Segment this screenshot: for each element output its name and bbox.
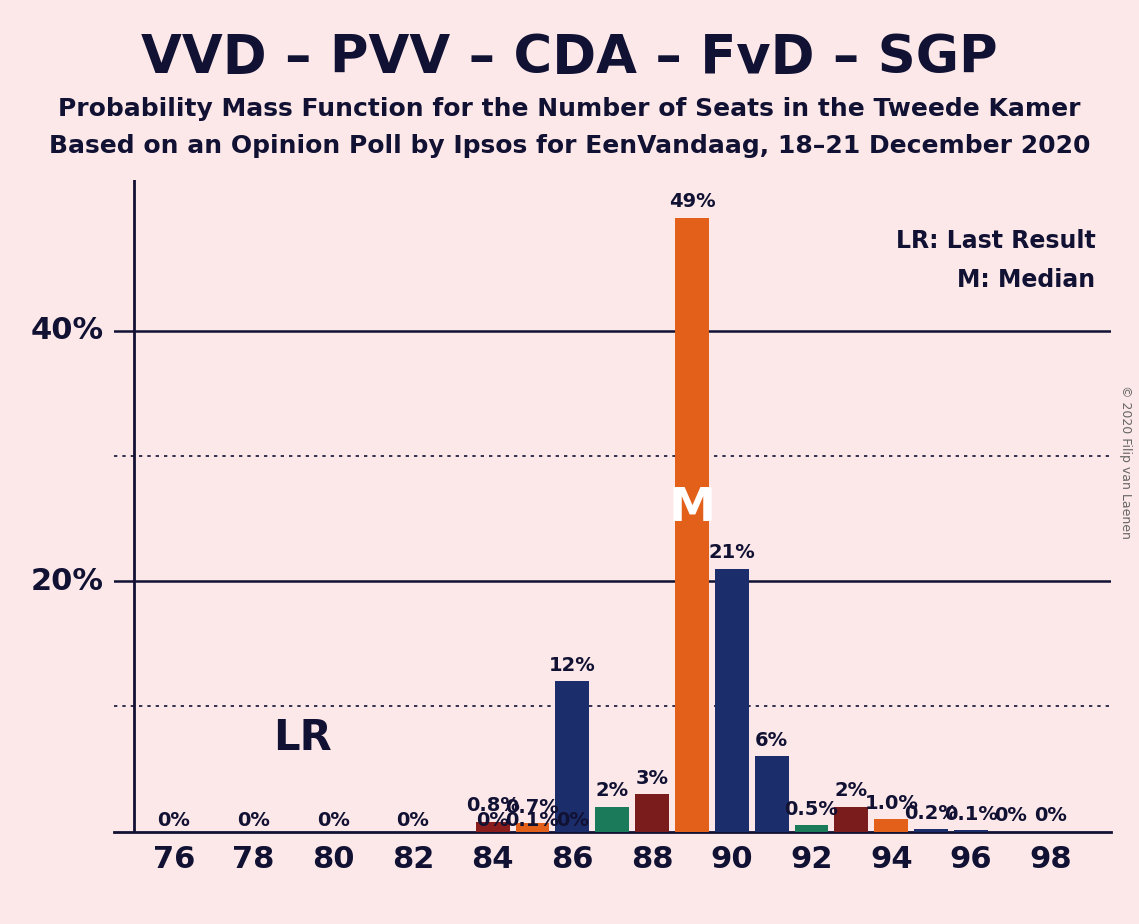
Bar bbox=[954, 831, 988, 832]
Bar bbox=[755, 757, 788, 832]
Text: M: M bbox=[669, 486, 715, 531]
Text: 20%: 20% bbox=[31, 566, 104, 596]
Bar bbox=[596, 807, 629, 832]
Text: 0%: 0% bbox=[157, 810, 190, 830]
Text: © 2020 Filip van Laenen: © 2020 Filip van Laenen bbox=[1118, 385, 1132, 539]
Bar bbox=[476, 821, 509, 832]
Text: 0%: 0% bbox=[237, 810, 270, 830]
Text: 0.1%: 0.1% bbox=[944, 805, 998, 824]
Bar bbox=[715, 568, 748, 832]
Bar bbox=[835, 807, 868, 832]
Text: 0%: 0% bbox=[556, 810, 589, 830]
Text: 2%: 2% bbox=[835, 782, 868, 800]
Text: 21%: 21% bbox=[708, 543, 755, 563]
Text: LR: LR bbox=[273, 717, 333, 759]
Bar bbox=[556, 681, 589, 832]
Text: Based on an Opinion Poll by Ipsos for EenVandaag, 18–21 December 2020: Based on an Opinion Poll by Ipsos for Ee… bbox=[49, 134, 1090, 158]
Text: LR: Last Result: LR: Last Result bbox=[896, 229, 1096, 253]
Text: 0.2%: 0.2% bbox=[904, 804, 958, 823]
Text: 0%: 0% bbox=[396, 810, 429, 830]
Text: 0%: 0% bbox=[1034, 807, 1067, 825]
Text: 0%: 0% bbox=[317, 810, 350, 830]
Text: 0.7%: 0.7% bbox=[506, 797, 559, 817]
Text: 0.1%: 0.1% bbox=[506, 810, 559, 830]
Text: 40%: 40% bbox=[31, 316, 104, 345]
Text: 6%: 6% bbox=[755, 731, 788, 750]
Text: M: Median: M: Median bbox=[958, 268, 1096, 292]
Text: 0.8%: 0.8% bbox=[466, 796, 519, 815]
Text: 0%: 0% bbox=[994, 807, 1027, 825]
Text: Probability Mass Function for the Number of Seats in the Tweede Kamer: Probability Mass Function for the Number… bbox=[58, 97, 1081, 121]
Bar bbox=[516, 823, 549, 832]
Text: VVD – PVV – CDA – FvD – SGP: VVD – PVV – CDA – FvD – SGP bbox=[141, 32, 998, 84]
Bar bbox=[675, 218, 708, 832]
Text: 49%: 49% bbox=[669, 192, 715, 212]
Text: 12%: 12% bbox=[549, 656, 596, 675]
Bar bbox=[875, 819, 908, 832]
Text: 0%: 0% bbox=[476, 810, 509, 830]
Bar bbox=[636, 794, 669, 832]
Text: 0.5%: 0.5% bbox=[785, 800, 838, 819]
Text: 1.0%: 1.0% bbox=[865, 794, 918, 813]
Bar bbox=[795, 825, 828, 832]
Bar bbox=[915, 829, 948, 832]
Text: 3%: 3% bbox=[636, 769, 669, 788]
Text: 2%: 2% bbox=[596, 782, 629, 800]
